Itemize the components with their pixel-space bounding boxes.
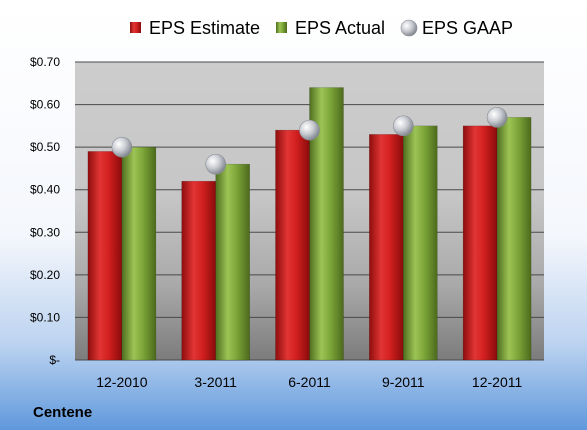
point-eps-gaap	[486, 107, 508, 128]
y-tick-label: $0.60	[30, 98, 60, 112]
x-tick-label: 6-2011	[288, 374, 331, 390]
legend-label: EPS Estimate	[149, 18, 260, 38]
bar-eps-estimate	[181, 180, 216, 361]
company-name: Centene	[33, 404, 92, 421]
bars	[87, 87, 532, 361]
y-tick-label: $0.30	[30, 225, 60, 239]
x-tick-label: 12-2011	[472, 374, 523, 390]
x-axis-ticks: 12-2010 3-2011 6-2011 9-2011 12-2011	[96, 374, 522, 390]
bar-eps-estimate	[275, 129, 310, 361]
point-eps-gaap	[111, 136, 133, 158]
y-tick-label: $0.40	[30, 183, 60, 197]
y-tick-label: $0.10	[30, 310, 60, 324]
point-eps-gaap	[392, 115, 414, 137]
legend-marker	[130, 22, 141, 33]
bar-eps-actual	[403, 125, 438, 361]
bar-eps-actual	[121, 146, 157, 361]
bar-eps-estimate	[87, 151, 123, 361]
legend-marker	[400, 19, 418, 37]
legend-label: EPS Actual	[295, 18, 385, 38]
y-tick-label: $-	[49, 353, 60, 367]
bar-eps-actual	[496, 117, 532, 361]
point-eps-gaap	[299, 119, 320, 141]
x-tick-label: 12-2010	[96, 374, 148, 390]
point-eps-gaap	[205, 153, 226, 175]
bar-eps-estimate	[369, 134, 404, 361]
gaap-points	[111, 107, 508, 175]
y-tick-label: $0.50	[30, 140, 60, 154]
bar-eps-estimate	[462, 125, 498, 361]
bar-eps-actual	[215, 163, 250, 361]
x-tick-label: 9-2011	[382, 374, 425, 390]
y-tick-label: $0.20	[30, 268, 60, 282]
legend-label: EPS GAAP	[422, 18, 513, 38]
x-tick-label: 3-2011	[194, 374, 237, 390]
y-axis-ticks: $- $0.10 $0.20 $0.30 $0.40 $0.50 $0.60 $0.70	[30, 55, 60, 367]
legend: EPS Estimate EPS Actual EPS GAAP	[130, 18, 513, 38]
legend-marker	[276, 22, 287, 33]
y-tick-label: $0.70	[30, 55, 60, 69]
